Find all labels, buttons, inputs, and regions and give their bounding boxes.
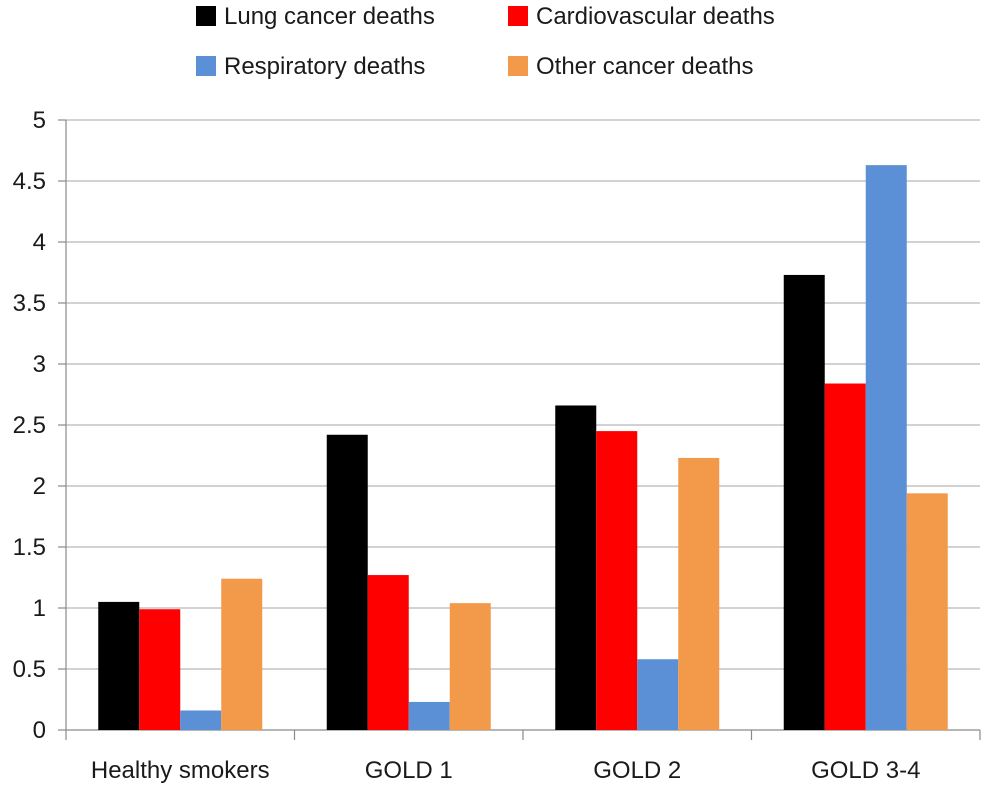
x-category-label: GOLD 2 [593, 757, 681, 784]
y-tick-label: 4.5 [13, 168, 46, 195]
bar [326, 434, 368, 730]
bar [221, 578, 263, 730]
bar [139, 609, 181, 730]
bar [678, 457, 720, 730]
bar [906, 493, 948, 730]
y-tick-label: 0.5 [13, 656, 46, 683]
y-tick-label: 1 [33, 595, 46, 622]
bar [596, 431, 638, 730]
legend-swatch [508, 56, 528, 76]
bar [824, 383, 866, 730]
y-tick-label: 4 [33, 229, 46, 256]
bar [408, 701, 450, 730]
legend-swatch [196, 6, 216, 26]
legend-label: Cardiovascular deaths [536, 3, 775, 30]
x-category-label: Healthy smokers [91, 757, 270, 784]
legend-label: Respiratory deaths [224, 53, 425, 80]
y-tick-label: 3 [33, 351, 46, 378]
bar [783, 274, 825, 730]
y-tick-label: 0 [33, 717, 46, 744]
bar [555, 405, 597, 730]
bar [637, 659, 679, 730]
bar [98, 601, 140, 730]
legend-swatch [196, 56, 216, 76]
legend-label: Other cancer deaths [536, 53, 753, 80]
x-category-label: GOLD 1 [365, 757, 453, 784]
y-tick-label: 2 [33, 473, 46, 500]
bar [180, 710, 222, 730]
legend-label: Lung cancer deaths [224, 3, 435, 30]
y-tick-label: 2.5 [13, 412, 46, 439]
y-tick-label: 5 [33, 107, 46, 134]
y-tick-label: 3.5 [13, 290, 46, 317]
bar [367, 575, 409, 730]
bar [449, 603, 491, 730]
y-tick-label: 1.5 [13, 534, 46, 561]
legend-swatch [508, 6, 528, 26]
x-category-label: GOLD 3-4 [811, 757, 920, 784]
bar [865, 165, 907, 730]
